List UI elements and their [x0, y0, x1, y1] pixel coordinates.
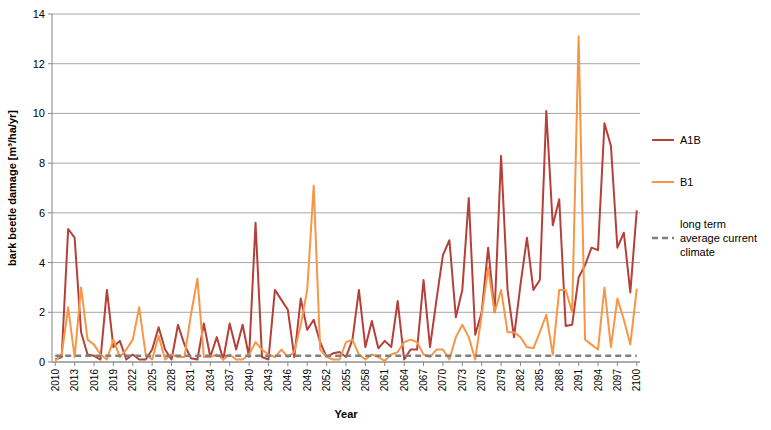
- x-tick: [210, 362, 211, 366]
- x-tick-label: 2046: [282, 369, 293, 392]
- legend-swatch: [652, 139, 674, 141]
- chart: 0 2 4 6 8 10 12 14 2010 2013 2016 2019 2022 2025 2028 2…: [0, 0, 771, 430]
- x-tick: [384, 362, 385, 366]
- legend-label: A1B: [680, 134, 701, 146]
- x-tick-label: 2073: [457, 369, 468, 392]
- x-tick: [423, 362, 424, 366]
- y-tick-label: 4: [39, 257, 45, 269]
- x-tick-label: 2076: [476, 369, 487, 392]
- y-axis: [52, 14, 53, 362]
- x-tick-label: 2061: [379, 369, 390, 392]
- x-tick: [268, 362, 269, 366]
- x-tick: [559, 362, 560, 366]
- x-tick: [520, 362, 521, 366]
- x-tick: [229, 362, 230, 366]
- series-line: [55, 111, 637, 360]
- x-tick-label: 2079: [496, 369, 507, 392]
- x-tick: [539, 362, 540, 366]
- grid-line: [52, 63, 640, 64]
- x-tick-label: 2070: [437, 369, 448, 392]
- x-tick-label: 2067: [418, 369, 429, 392]
- y-tick-label: 0: [39, 356, 45, 368]
- plot-area: [55, 36, 637, 360]
- grid-line: [52, 262, 640, 263]
- y-tick: [48, 163, 52, 164]
- x-tick: [598, 362, 599, 366]
- x-tick: [636, 362, 637, 366]
- legend-swatch: [652, 181, 674, 183]
- x-tick-label: 2100: [631, 369, 642, 392]
- x-tick-label: 2034: [205, 369, 216, 392]
- x-tick: [617, 362, 618, 366]
- x-tick-label: 2028: [166, 369, 177, 392]
- x-tick-label: 2022: [127, 369, 138, 392]
- series-line: [55, 355, 637, 358]
- y-axis-title: bark beetle damage [m³/ha/yr]: [6, 110, 18, 266]
- y-tick: [48, 212, 52, 213]
- x-tick: [190, 362, 191, 366]
- y-tick-label: 10: [33, 107, 45, 119]
- x-tick-label: 2043: [263, 369, 274, 392]
- x-tick: [404, 362, 405, 366]
- series-line: [55, 36, 637, 360]
- x-tick-label: 2013: [69, 369, 80, 392]
- grid-line: [52, 163, 640, 164]
- x-tick-label: 2097: [612, 369, 623, 392]
- grid-line: [52, 113, 640, 114]
- x-tick-label: 2052: [321, 369, 332, 392]
- x-tick: [287, 362, 288, 366]
- x-tick-label: 2055: [341, 369, 352, 392]
- grid-line: [52, 14, 640, 15]
- x-tick: [578, 362, 579, 366]
- x-tick: [55, 362, 56, 366]
- x-tick-label: 2019: [108, 369, 119, 392]
- x-tick-label: 2064: [399, 369, 410, 392]
- x-tick: [94, 362, 95, 366]
- x-tick-label: 2094: [593, 369, 604, 392]
- x-tick: [74, 362, 75, 366]
- x-tick-label: 2085: [534, 369, 545, 392]
- x-tick-label: 2031: [185, 369, 196, 392]
- x-tick-label: 2058: [360, 369, 371, 392]
- y-tick: [48, 63, 52, 64]
- x-tick-label: 2037: [224, 369, 235, 392]
- y-tick: [48, 362, 52, 363]
- y-tick-label: 14: [33, 8, 45, 20]
- x-tick-label: 2025: [147, 369, 158, 392]
- x-tick: [462, 362, 463, 366]
- y-tick: [48, 262, 52, 263]
- x-tick: [132, 362, 133, 366]
- x-tick: [326, 362, 327, 366]
- x-tick-label: 2040: [244, 369, 255, 392]
- x-tick: [501, 362, 502, 366]
- legend-label: long termaverage currentclimate: [680, 218, 757, 258]
- x-axis-title: Year: [334, 408, 358, 420]
- x-tick-label: 2010: [50, 369, 61, 392]
- x-tick: [365, 362, 366, 366]
- legend: A1B B1 long termaverage currentclimate: [652, 134, 757, 258]
- x-tick: [113, 362, 114, 366]
- x-tick: [171, 362, 172, 366]
- y-tick-label: 8: [39, 157, 45, 169]
- legend-swatch: [652, 237, 674, 240]
- x-tick: [481, 362, 482, 366]
- x-tick-label: 2016: [89, 369, 100, 392]
- grid: [52, 14, 640, 362]
- y-tick: [48, 14, 52, 15]
- x-tick-label: 2082: [515, 369, 526, 392]
- x-tick: [346, 362, 347, 366]
- x-tick-label: 2088: [554, 369, 565, 392]
- x-tick: [249, 362, 250, 366]
- y-tick: [48, 113, 52, 114]
- x-tick-label: 2091: [573, 369, 584, 392]
- x-tick-label: 2049: [302, 369, 313, 392]
- x-tick: [442, 362, 443, 366]
- y-tick-label: 6: [39, 207, 45, 219]
- y-tick-label: 12: [33, 58, 45, 70]
- y-tick-label: 2: [39, 306, 45, 318]
- x-tick: [152, 362, 153, 366]
- y-tick: [48, 312, 52, 313]
- legend-label: B1: [680, 176, 693, 188]
- x-tick: [307, 362, 308, 366]
